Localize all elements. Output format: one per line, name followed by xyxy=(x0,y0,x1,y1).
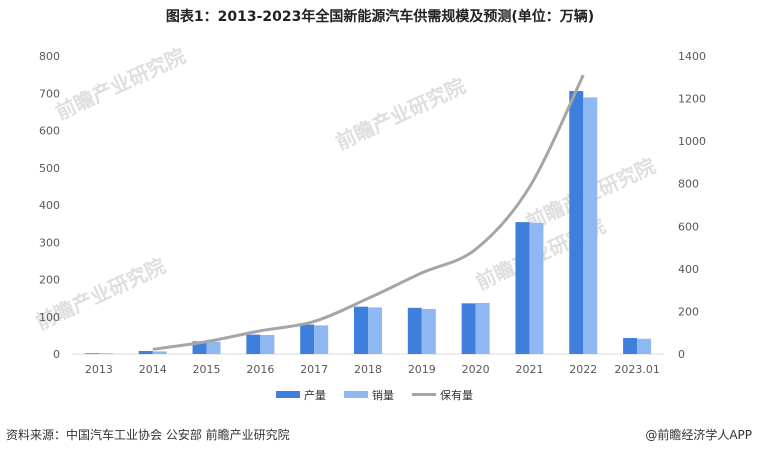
source-note: 资料来源：中国汽车工业协会 公安部 前瞻产业研究院 xyxy=(6,428,290,442)
bar-sales xyxy=(637,338,652,354)
y-left-tick-label: 200 xyxy=(39,274,60,287)
bar-sales xyxy=(260,335,275,354)
y-left-tick-label: 0 xyxy=(53,348,60,361)
bar-sales xyxy=(314,325,329,354)
legend-label: 销量 xyxy=(372,388,394,402)
x-tick-label: 2017 xyxy=(300,363,328,376)
y-left-tick-label: 700 xyxy=(39,87,60,100)
y-right-tick-label: 1000 xyxy=(678,135,706,148)
x-tick-label: 2019 xyxy=(408,363,436,376)
legend-label: 保有量 xyxy=(440,388,473,402)
watermark-text: 前瞻产业研究院 xyxy=(52,44,189,125)
legend-swatch-production xyxy=(276,391,300,398)
chart-title: 图表1：2013-2023年全国新能源汽车供需规模及预测(单位：万辆) xyxy=(165,9,595,25)
bar-sales xyxy=(475,302,490,354)
x-tick-label: 2021 xyxy=(515,363,543,376)
bar-sales xyxy=(152,351,167,354)
bar-sales xyxy=(421,308,436,354)
x-tick-label: 2022 xyxy=(569,363,597,376)
legend-swatch-sales xyxy=(344,391,368,398)
legend-label: 产量 xyxy=(304,388,326,402)
y-right-tick-label: 1400 xyxy=(678,50,706,63)
watermark-text: 前瞻产业研究院 xyxy=(332,74,469,155)
bar-production xyxy=(407,307,422,354)
x-tick-label: 2020 xyxy=(462,363,490,376)
bar-sales xyxy=(368,307,382,354)
bar-sales xyxy=(529,222,544,354)
y-left-tick-label: 500 xyxy=(39,162,60,175)
bar-production xyxy=(569,91,584,354)
bar-production xyxy=(300,324,315,354)
brand-credit: @前瞻经济学人APP xyxy=(645,428,752,442)
bar-production xyxy=(84,353,99,354)
x-tick-label: 2016 xyxy=(246,363,274,376)
bar-production xyxy=(515,222,530,354)
bar-production xyxy=(461,303,476,354)
x-tick-label: 2014 xyxy=(139,363,167,376)
y-right-tick-label: 600 xyxy=(678,220,699,233)
y-left-tick-label: 600 xyxy=(39,125,60,138)
x-tick-label: 2023.01 xyxy=(614,363,660,376)
bar-sales xyxy=(206,341,221,354)
bar-sales xyxy=(583,97,598,354)
x-tick-label: 2018 xyxy=(354,363,382,376)
y-right-tick-label: 400 xyxy=(678,263,699,276)
y-left-tick-label: 400 xyxy=(39,199,60,212)
y-right-tick-label: 200 xyxy=(678,305,699,318)
bar-production xyxy=(246,334,261,354)
y-left-tick-label: 300 xyxy=(39,236,60,249)
bar-sales xyxy=(98,353,113,354)
bar-production xyxy=(138,351,153,354)
y-left-tick-label: 100 xyxy=(39,311,60,324)
y-right-tick-label: 800 xyxy=(678,178,699,191)
line-ownership xyxy=(152,74,585,351)
x-tick-label: 2013 xyxy=(85,363,113,376)
bar-production xyxy=(354,306,368,354)
y-right-tick-label: 0 xyxy=(678,348,685,361)
bar-production xyxy=(623,337,638,354)
y-left-tick-label: 800 xyxy=(39,50,60,63)
y-right-tick-label: 1200 xyxy=(678,93,706,106)
x-tick-label: 2015 xyxy=(193,363,221,376)
